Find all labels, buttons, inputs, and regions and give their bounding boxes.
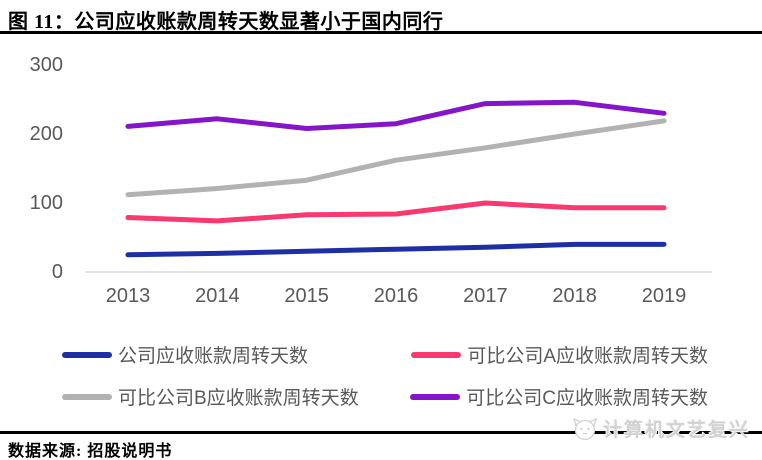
x-tick-2016: 2016	[373, 285, 419, 307]
y-tick-0: 0	[51, 261, 63, 283]
series-line-2	[125, 118, 667, 198]
y-tick-100: 100	[29, 192, 63, 214]
series-line-3	[125, 99, 667, 131]
chart-legend: 公司应收账款周转天数 可比公司A应收账款周转天数 可比公司B应收账款周转天数 可比公司…	[62, 341, 708, 425]
legend-swatch-3	[410, 393, 461, 400]
watermark-text: 计算机文艺复兴	[603, 420, 751, 441]
watermark: 计算机文艺复兴	[572, 415, 750, 442]
legend-row-2: 可比公司B应收账款周转天数 可比公司C应收账款周转天数	[62, 383, 708, 410]
y-tick-300: 300	[29, 54, 63, 76]
data-source-label: 数据来源: 招股说明书	[8, 443, 173, 460]
legend-row-1: 公司应收账款周转天数 可比公司A应收账款周转天数	[62, 341, 708, 368]
x-tick-2017: 2017	[463, 285, 508, 307]
legend-label-0: 公司应收账款周转天数	[118, 346, 309, 367]
footer-divider	[0, 431, 762, 434]
legend-swatch-2	[62, 393, 112, 400]
y-tick-200: 200	[29, 123, 63, 145]
legend-item-3: 可比公司C应收账款周转天数	[410, 383, 708, 410]
series-line-1	[125, 200, 667, 224]
x-tick-2013: 2013	[105, 285, 151, 307]
figure-title: 图 11：公司应收账款周转天数显著小于国内同行	[8, 11, 444, 33]
x-tick-2015: 2015	[284, 285, 329, 307]
legend-swatch-0	[62, 351, 112, 358]
x-tick-2014: 2014	[195, 285, 240, 307]
legend-label-3: 可比公司C应收账款周转天数	[466, 388, 708, 409]
legend-item-1: 可比公司A应收账款周转天数	[411, 341, 708, 368]
legend-label-1: 可比公司A应收账款周转天数	[467, 346, 708, 367]
title-divider	[0, 31, 762, 34]
series-line-0	[125, 241, 667, 258]
legend-item-0: 公司应收账款周转天数	[62, 341, 308, 368]
legend-item-2: 可比公司B应收账款周转天数	[62, 383, 359, 410]
x-tick-2019: 2019	[641, 285, 687, 307]
cat-logo-icon	[572, 417, 598, 440]
legend-label-2: 可比公司B应收账款周转天数	[118, 388, 359, 409]
x-tick-2018: 2018	[552, 285, 597, 307]
legend-swatch-1	[411, 351, 462, 358]
